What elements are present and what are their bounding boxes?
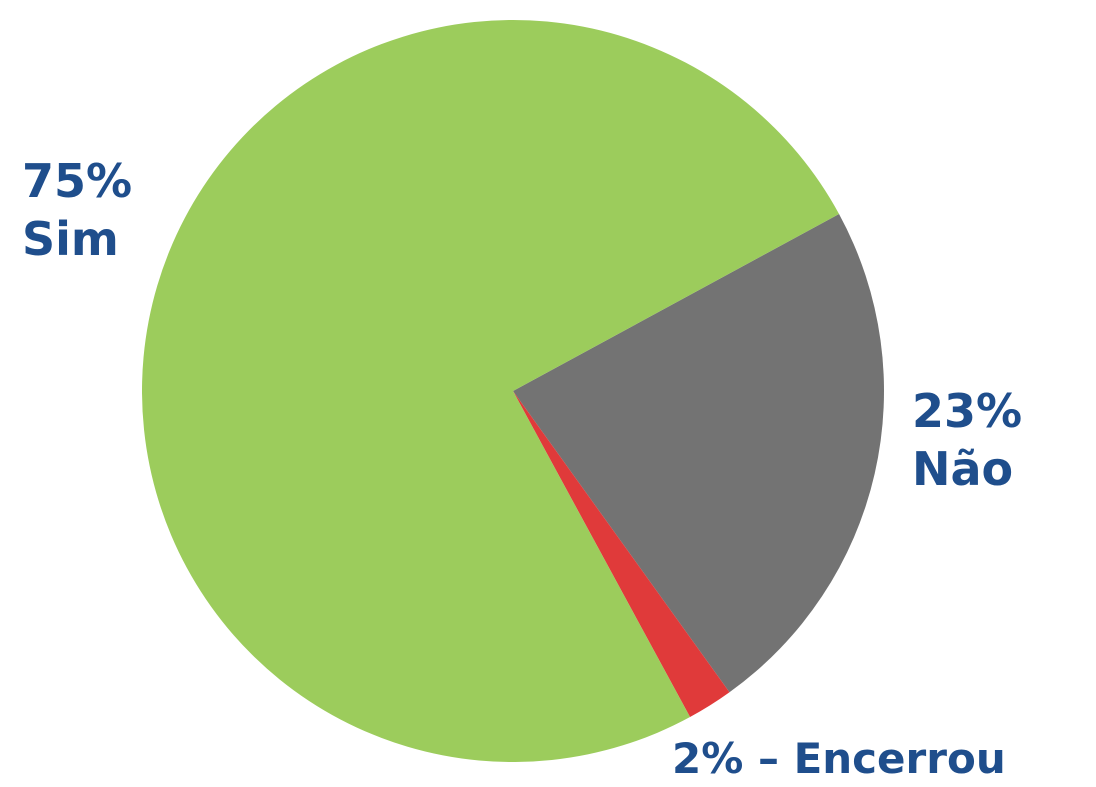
pie-slice-encerrou xyxy=(513,391,730,718)
pie-slice-sim xyxy=(141,20,840,763)
pie-slice-nao xyxy=(513,213,884,693)
slice-name-encerrou: Encerrou xyxy=(793,734,1006,783)
slice-name-nao: Não xyxy=(912,442,1014,496)
slice-name-sim: Sim xyxy=(22,212,119,266)
slice-label-nao: 23% Não xyxy=(912,388,1022,492)
slice-label-sim: 75% Sim xyxy=(22,158,132,262)
slice-label-encerrou: 2% – Encerrou xyxy=(672,738,1006,780)
slice-percent-encerrou: 2% xyxy=(672,734,744,783)
slice-label-separator: – xyxy=(757,734,779,783)
slice-percent-nao: 23% xyxy=(912,384,1023,438)
slice-percent-sim: 75% xyxy=(22,154,133,208)
